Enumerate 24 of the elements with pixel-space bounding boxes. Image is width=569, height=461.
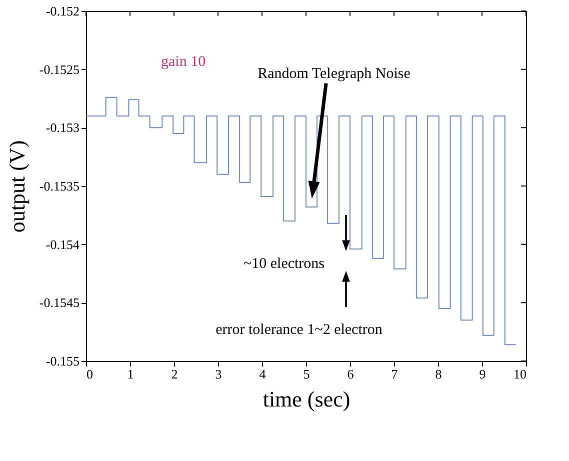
x-tick-label: 4: [259, 366, 266, 382]
x-tick-label: 8: [435, 366, 442, 382]
x-tick-label: 10: [514, 366, 526, 382]
x-tick-label: 5: [303, 366, 310, 382]
x-tick-label: 3: [215, 366, 222, 382]
y-tick-label: -0.154: [46, 236, 80, 252]
x-tick-label: 6: [347, 366, 354, 382]
x-tick-label: 0: [86, 366, 93, 382]
x-tick-label: 7: [391, 366, 398, 382]
annotation: gain 10: [161, 54, 206, 70]
y-tick-label: -0.1535: [39, 178, 80, 194]
y-tick-label: -0.153: [46, 120, 80, 136]
x-tick-label: 9: [479, 366, 486, 382]
y-tick-label: -0.152: [46, 4, 80, 18]
x-axis-title: time (sec): [262, 386, 350, 412]
y-tick-label: -0.1545: [39, 295, 80, 310]
y-tick-label: -0.1525: [39, 62, 80, 77]
y-tick-label: -0.155: [46, 354, 80, 368]
x-tick-label: 2: [171, 366, 178, 382]
annotation: ~10 electrons: [243, 256, 325, 272]
annotation: Random Telegraph Noise: [258, 66, 411, 82]
annotation: error tolerance 1~2 electron: [216, 322, 383, 338]
y-axis-title: output (V): [4, 140, 30, 233]
x-tick-label: 1: [127, 366, 134, 382]
